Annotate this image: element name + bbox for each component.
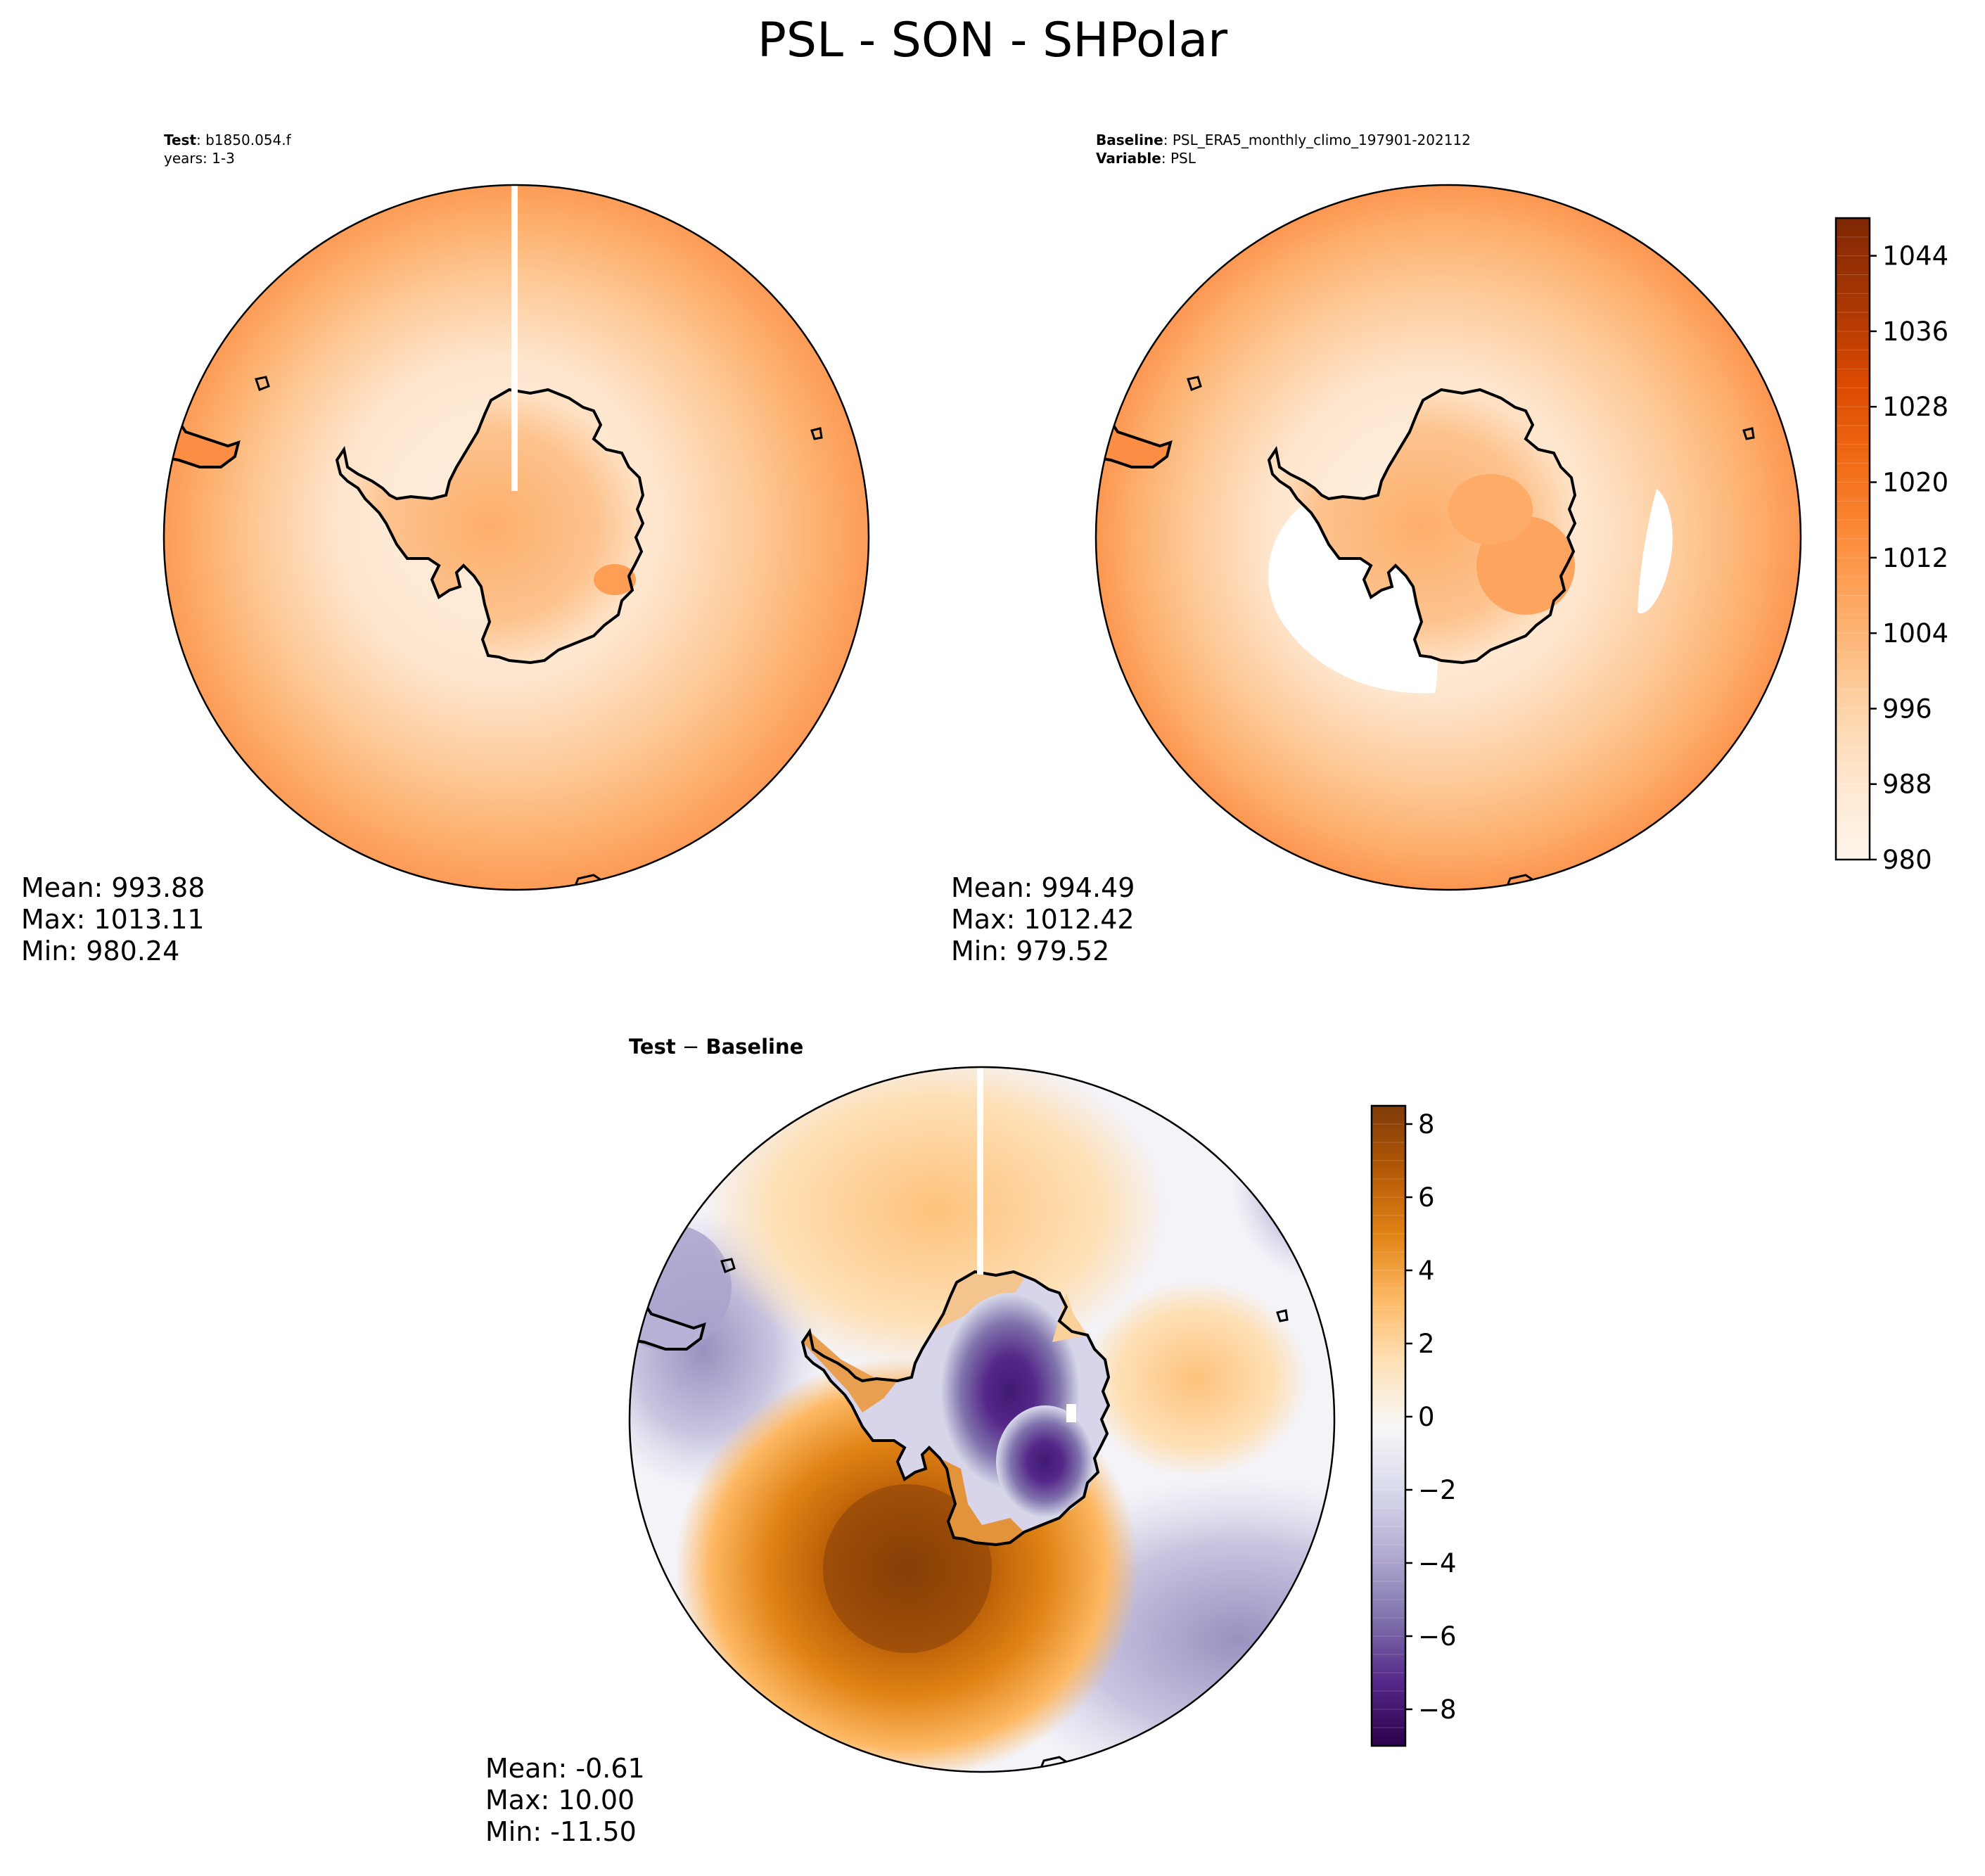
baseline-stat-mean: Mean: 994.49 <box>951 872 1135 903</box>
difference-colorbar-gradient <box>1372 1106 1405 1746</box>
test-header-line-2: years: 1-3 <box>164 150 235 167</box>
difference-colorbar-tick-label: −2 <box>1418 1475 1457 1505</box>
test-map-panel: Test: b1850.054.f years: 1-3 Mean: 993.8… <box>21 132 870 966</box>
difference-colorbar-tick-label: 6 <box>1418 1182 1435 1213</box>
difference-coastline <box>800 1270 1111 1547</box>
difference-stat-min: Min: -11.50 <box>485 1816 637 1847</box>
difference-colorbar-tick-label: 2 <box>1418 1329 1435 1359</box>
test-map-frame <box>162 184 870 891</box>
test-coastline <box>335 388 645 665</box>
difference-colorbar-tick-label: 8 <box>1418 1109 1435 1140</box>
difference-colorbar-tick-label: 0 <box>1418 1402 1435 1432</box>
psl-colorbar-frame <box>1834 217 1871 861</box>
psl-colorbar-tick-label: 1012 <box>1882 543 1948 573</box>
test-stat-min: Min: 980.24 <box>21 936 179 966</box>
baseline-coastline <box>1267 388 1577 665</box>
psl-colorbar-tick-label: 980 <box>1882 845 1932 875</box>
figure-title: PSL - SON - SHPolar <box>758 13 1227 68</box>
baseline-map-panel: Baseline: PSL_ERA5_monthly_climo_197901-… <box>951 132 1948 966</box>
difference-colorbar-tick-label: 4 <box>1418 1256 1435 1286</box>
difference-header: Test − Baseline <box>629 1035 803 1059</box>
test-header-line-1: Test: b1850.054.f <box>164 132 292 148</box>
psl-colorbar-tick-label: 996 <box>1882 694 1932 724</box>
psl-colorbar-tick-label: 1044 <box>1882 241 1948 272</box>
baseline-map-frame <box>1094 184 1802 891</box>
difference-colorbar-frame <box>1370 1104 1407 1747</box>
baseline-header-line-2: Variable: PSL <box>1096 150 1196 167</box>
psl-colorbar-tick-label: 1020 <box>1882 468 1948 498</box>
psl-colorbar: 980 988 996 1004 1012 1020 1028 1036 1044 <box>1834 217 1948 875</box>
difference-colorbar-tick-label: −6 <box>1418 1621 1457 1652</box>
baseline-stat-max: Max: 1012.42 <box>951 904 1135 935</box>
baseline-header-line-1: Baseline: PSL_ERA5_monthly_climo_197901-… <box>1096 132 1471 148</box>
difference-colorbar-tick-label: −4 <box>1418 1548 1457 1578</box>
psl-colorbar-gradient <box>1836 218 1870 860</box>
difference-colorbar-tick-label: −8 <box>1418 1695 1457 1725</box>
test-stat-max: Max: 1013.11 <box>21 904 205 935</box>
psl-colorbar-tick-label: 1028 <box>1882 392 1948 422</box>
difference-colorbar: −8 −6 −4 −2 0 2 4 6 8 <box>1370 1104 1457 1747</box>
psl-colorbar-tick-label: 1004 <box>1882 618 1948 649</box>
psl-colorbar-tick-label: 1036 <box>1882 317 1948 347</box>
psl-colorbar-tick-label: 988 <box>1882 770 1932 800</box>
test-stat-mean: Mean: 993.88 <box>21 872 205 903</box>
difference-map-frame <box>628 1066 1336 1773</box>
difference-stat-max: Max: 10.00 <box>485 1785 634 1816</box>
difference-map-panel: Test − Baseline <box>485 1035 1457 1847</box>
baseline-stat-min: Min: 979.52 <box>951 936 1109 966</box>
difference-stat-mean: Mean: -0.61 <box>485 1753 645 1784</box>
